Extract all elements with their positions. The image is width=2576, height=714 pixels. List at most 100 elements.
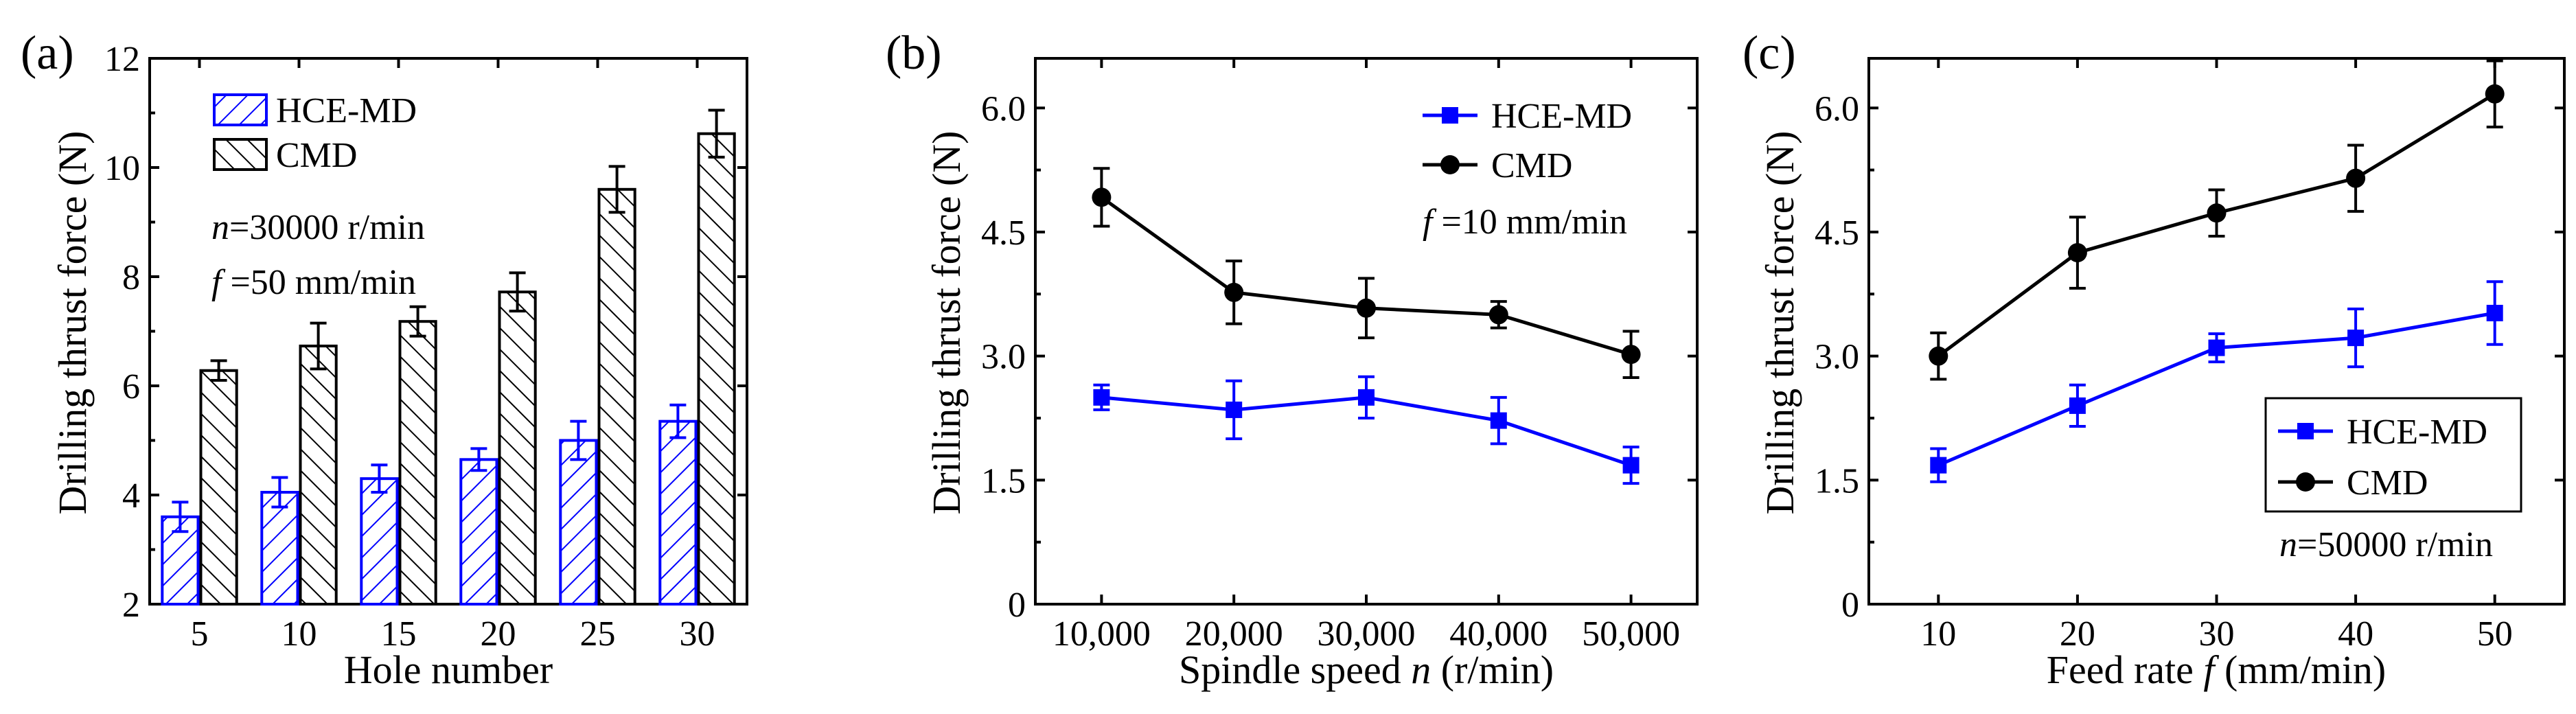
annot-text: =10 mm/min (1432, 203, 1627, 242)
point-hce-md (1093, 389, 1110, 406)
point-cmd (2485, 84, 2505, 104)
x-tick-label: 5 (191, 614, 209, 654)
panel-c: (c) Drilling thrust force (N) Feed rate … (1743, 27, 2566, 692)
y-tick-label: 4.5 (981, 214, 1026, 253)
point-hce-md (1622, 457, 1640, 474)
y-tick-label: 4.5 (1815, 214, 1859, 253)
point-hce-md (2208, 339, 2225, 356)
panel-a: (a) Drilling thrust force (N) Hole numbe… (21, 27, 748, 692)
y-tick-label: 6.0 (1815, 89, 1859, 128)
panel-b-ylabel: Drilling thrust force (N) (924, 131, 969, 515)
annot-italic: n (2279, 525, 2297, 564)
point-hce-md (1930, 457, 1947, 474)
legend-cmd-marker (2296, 472, 2315, 492)
annot-text: =50 mm/min (221, 263, 416, 302)
panel-b-label: (b) (886, 27, 942, 80)
legend-hce-marker (2297, 423, 2314, 439)
point-cmd (2346, 168, 2366, 188)
annot-text: =30000 r/min (229, 208, 425, 247)
legend-hce-label: HCE-MD (1491, 97, 1632, 136)
xlabel-italic: n (1411, 647, 1431, 692)
panel-c-ylabel: Drilling thrust force (N) (1758, 131, 1802, 515)
bar-hce-md (559, 439, 598, 606)
x-tick-label: 10 (1920, 614, 1956, 654)
legend-hce-swatch (213, 93, 268, 126)
xlabel-main: Feed rate (2047, 647, 2204, 692)
x-tick-label: 50 (2477, 614, 2513, 654)
y-tick-label: 12 (104, 40, 140, 79)
y-tick-label: 0 (1841, 586, 1859, 625)
legend-cmd-label: CMD (276, 136, 357, 175)
point-hce-md (1358, 389, 1375, 406)
xlabel-main: Spindle speed (1179, 647, 1411, 692)
x-tick-label: 40 (2338, 614, 2373, 654)
y-tick-label: 2 (122, 586, 140, 625)
point-hce-md (2486, 305, 2503, 321)
point-cmd (2207, 203, 2227, 223)
panel-c-xlabel: Feed rate f (mm/min) (2047, 647, 2387, 692)
y-tick-label: 1.5 (1815, 461, 1859, 500)
legend-cmd-swatch (213, 138, 268, 171)
xlabel-tail: (mm/min) (2215, 647, 2387, 692)
x-tick-label: 30 (680, 614, 715, 654)
xlabel-tail: (r/min) (1431, 647, 1554, 692)
panel-a-ylabel: Drilling thrust force (N) (50, 131, 95, 515)
annot-italic: n (211, 208, 229, 247)
x-tick-label: 25 (580, 614, 616, 654)
panel-a-legend: HCE-MD CMD (213, 91, 417, 175)
y-tick-label: 8 (122, 258, 140, 297)
legend-hce-label: HCE-MD (276, 91, 417, 130)
x-tick-label: 40,000 (1449, 614, 1548, 654)
panel-b: (b) Drilling thrust force (N) Spindle sp… (886, 27, 1699, 692)
y-tick-label: 3.0 (1815, 338, 1859, 377)
bar-cmd (398, 320, 437, 606)
legend-cmd-marker (1440, 155, 1460, 174)
bar-cmd (199, 369, 238, 606)
point-hce-md (2347, 330, 2365, 347)
x-tick-label: 30 (2199, 614, 2235, 654)
x-tick-label: 50,000 (1582, 614, 1680, 654)
point-cmd (1224, 282, 1244, 302)
point-cmd (1621, 345, 1641, 365)
y-tick-label: 0 (1008, 586, 1026, 625)
y-tick-label: 6 (122, 367, 140, 406)
panel-b-legend: HCE-MD CMD (1423, 97, 1632, 185)
x-tick-label: 15 (381, 614, 417, 654)
bar-hce-md (260, 491, 299, 606)
point-hce-md (1490, 412, 1507, 429)
x-tick-label: 10,000 (1053, 614, 1151, 654)
y-tick-label: 1.5 (981, 461, 1026, 500)
legend-cmd-label: CMD (2347, 463, 2428, 503)
panel-c-legend: HCE-MD CMD (2264, 397, 2522, 513)
legend-hce-label: HCE-MD (2347, 413, 2487, 452)
bar-cmd (299, 344, 338, 606)
x-tick-label: 20 (2060, 614, 2095, 654)
annot-text: =50000 r/min (2297, 525, 2493, 564)
panel-c-label: (c) (1743, 27, 1796, 80)
x-tick-label: 20,000 (1185, 614, 1283, 654)
point-cmd (1488, 305, 1508, 325)
y-tick-label: 4 (122, 476, 140, 516)
bar-cmd (697, 132, 736, 606)
bar-hce-md (658, 419, 698, 606)
legend-hce-marker (1442, 107, 1458, 124)
bar-cmd (498, 290, 537, 606)
panel-b-xlabel: Spindle speed n (r/min) (1179, 647, 1554, 692)
x-tick-label: 20 (481, 614, 516, 654)
x-tick-label: 30,000 (1318, 614, 1416, 654)
point-cmd (1929, 346, 1948, 366)
point-cmd (1357, 298, 1376, 318)
bar-cmd (597, 187, 636, 606)
x-tick-label: 10 (281, 614, 317, 654)
y-tick-label: 3.0 (981, 338, 1026, 377)
point-cmd (1092, 187, 1112, 207)
y-tick-label: 6.0 (981, 89, 1026, 128)
point-hce-md (2069, 397, 2086, 414)
panel-a-label: (a) (21, 27, 74, 80)
bar-hce-md (459, 458, 498, 606)
panel-b-annotation-feed: f =10 mm/min (1423, 203, 1627, 242)
panel-a-annotation-speed: n=30000 r/min (211, 208, 425, 247)
panel-b-plot: 0 1.5 3.0 4.5 6.0 10,000 20,000 30,000 40,000 50,… (981, 57, 1699, 654)
point-hce-md (1226, 401, 1243, 418)
